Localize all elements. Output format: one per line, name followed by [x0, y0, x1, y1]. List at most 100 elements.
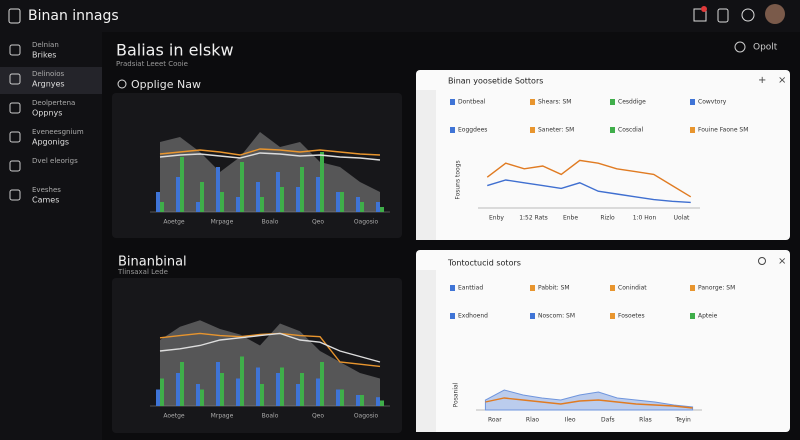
bar	[380, 400, 384, 406]
app-icon	[8, 8, 21, 24]
line-series	[485, 397, 693, 409]
bar	[376, 397, 380, 406]
bar	[200, 389, 204, 406]
bar	[196, 202, 200, 212]
bar	[176, 177, 180, 212]
x-tick-label: Dafs	[601, 417, 615, 424]
sidebar-item-label[interactable]: Eveneesgnium	[32, 128, 84, 136]
line-series	[159, 332, 381, 363]
close-button[interactable]: ×	[778, 256, 786, 267]
notification-button[interactable]	[717, 8, 729, 23]
sidebar-item-sublabel: Brikes	[32, 51, 56, 60]
x-tick-label: Rizlo	[600, 215, 615, 222]
section-subtitle: Tlinsaxal Lede	[117, 268, 168, 276]
sidebar-icon[interactable]	[9, 73, 21, 85]
legend-swatch	[690, 99, 695, 105]
x-tick-label: 1:0 Hon	[633, 215, 657, 222]
search-field[interactable]: Opplige Naw	[131, 78, 201, 91]
bar	[316, 177, 320, 212]
legend-label: Dontbeal	[458, 99, 486, 106]
app-title: Binan innags	[28, 8, 119, 24]
bar	[160, 378, 164, 406]
legend-swatch	[450, 99, 455, 105]
x-tick-label: Boalo	[262, 413, 279, 420]
x-tick-label: Rlao	[526, 417, 540, 424]
sidebar-icon[interactable]	[9, 189, 21, 201]
bar	[216, 362, 220, 406]
bar	[256, 182, 260, 212]
bar	[200, 182, 204, 212]
legend-label: Eanttiad	[458, 285, 483, 292]
sidebar-icon[interactable]	[9, 160, 21, 172]
search-icon	[117, 79, 127, 89]
legend-label: Cowvtory	[698, 99, 727, 106]
options-menu[interactable]: Opolt	[753, 43, 778, 53]
bar	[280, 187, 284, 212]
sidebar-item-label[interactable]: Eveshes	[32, 186, 61, 194]
sidebar-icon[interactable]	[9, 131, 21, 143]
legend-label: Noscom: SM	[538, 313, 575, 320]
area-series	[160, 132, 380, 212]
legend-label: Cesddige	[618, 99, 646, 106]
sidebar-item-label[interactable]: Delinoios	[32, 70, 65, 78]
bar	[320, 152, 324, 212]
bar	[216, 167, 220, 212]
bar	[356, 197, 360, 212]
bar	[196, 384, 200, 406]
bar	[220, 192, 224, 212]
sidebar	[0, 32, 102, 440]
legend-label: Fosoetes	[618, 313, 645, 320]
bar	[380, 207, 384, 212]
x-tick-label: Oagosio	[354, 413, 379, 420]
line-series	[159, 152, 381, 161]
legend-swatch	[530, 313, 535, 319]
bar	[276, 373, 280, 406]
bar	[180, 157, 184, 212]
x-tick-label: Enbe	[563, 215, 578, 222]
legend-label: Exdhoend	[458, 313, 488, 320]
bar	[296, 384, 300, 406]
popup-title: Tontoctucid sotors	[447, 259, 521, 268]
restore-button[interactable]	[758, 257, 766, 265]
top-bar	[0, 0, 800, 32]
sidebar-item-label[interactable]: Deolpertena	[32, 99, 75, 107]
bar	[260, 384, 264, 406]
section-title: Binanbinal	[118, 255, 187, 270]
grid-button[interactable]	[693, 8, 707, 22]
legend-swatch	[450, 127, 455, 133]
sidebar-item-sublabel: Cames	[32, 196, 59, 205]
sidebar-icon[interactable]	[9, 102, 21, 114]
add-button[interactable]: +	[758, 75, 766, 86]
avatar[interactable]	[765, 4, 785, 24]
sidebar-item-label[interactable]: Dvel eleorigs	[32, 157, 78, 165]
legend-swatch	[530, 99, 535, 105]
legend-label: Panorge: SM	[698, 285, 735, 292]
sidebar-icon[interactable]	[9, 44, 21, 56]
popup-window	[416, 70, 790, 240]
x-tick-label: Mrpage	[211, 413, 234, 420]
sidebar-item-sublabel: Argnyes	[32, 80, 65, 89]
sidebar-item-sublabel: Oppnys	[32, 109, 62, 118]
legend-swatch	[450, 285, 455, 291]
bar	[320, 362, 324, 406]
sidebar-item-label[interactable]: Delnian	[32, 41, 59, 49]
bar	[236, 197, 240, 212]
legend-swatch	[690, 127, 695, 133]
legend-swatch	[690, 285, 695, 291]
legend-swatch	[530, 285, 535, 291]
x-tick-label: Boalo	[262, 219, 279, 226]
close-button[interactable]: ×	[778, 75, 786, 86]
settings-button[interactable]	[741, 8, 755, 22]
bar	[236, 378, 240, 406]
line-series	[487, 179, 691, 204]
bar	[296, 187, 300, 212]
legend-swatch	[530, 127, 535, 133]
sidebar-items: Delnian Brikes Delinoios Argnyes Deolpertena…	[0, 41, 102, 205]
popup-window	[416, 250, 790, 432]
x-tick-label: Qeo	[312, 413, 324, 420]
sidebar-item-sublabel: Apgonigs	[32, 138, 69, 147]
x-tick-label: Teyin	[674, 417, 691, 424]
bar	[180, 362, 184, 406]
